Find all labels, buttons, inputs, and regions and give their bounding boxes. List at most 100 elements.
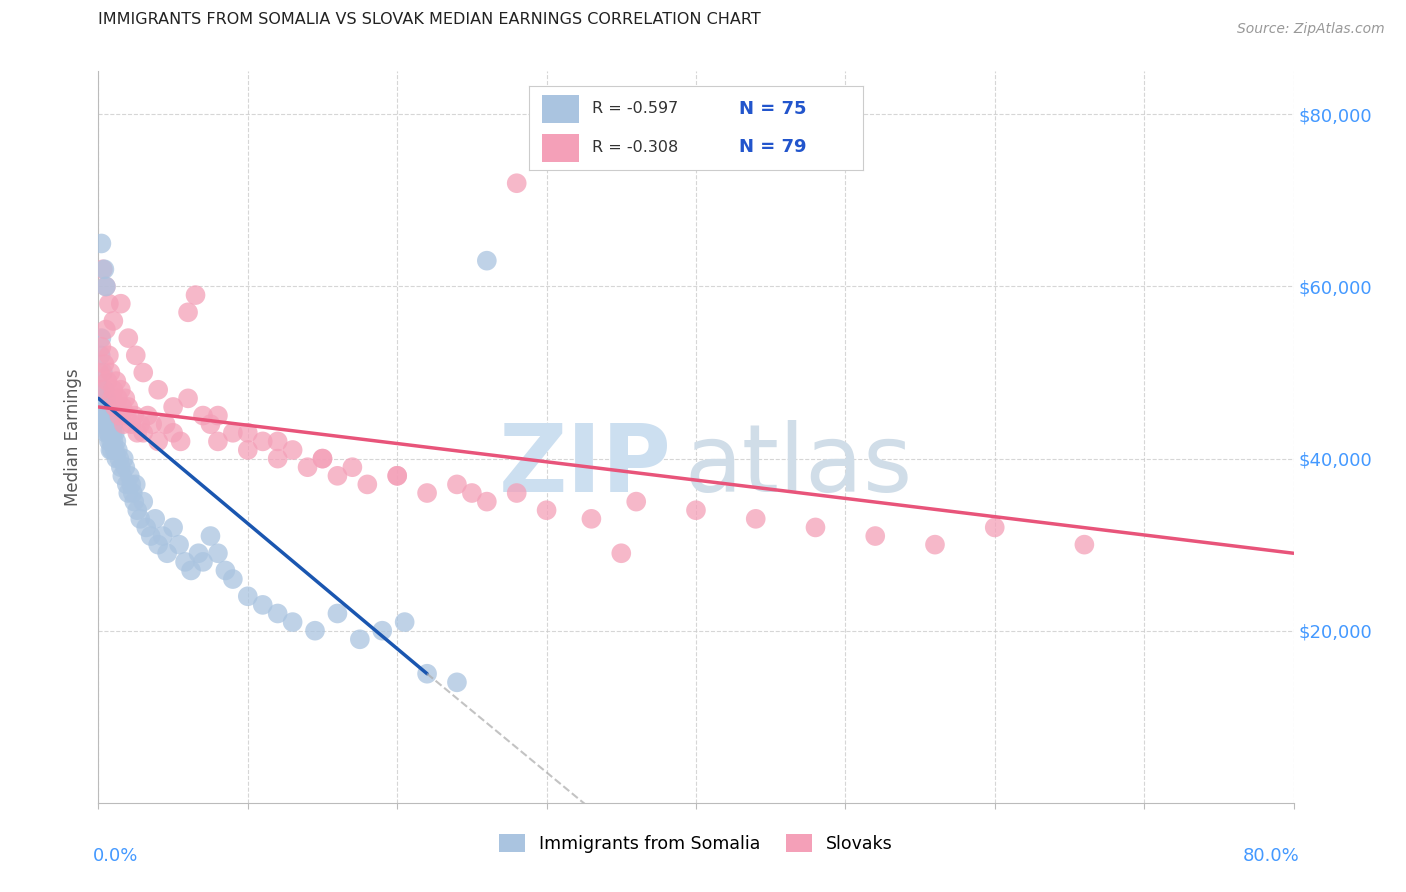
Point: [475, 253, 498, 268]
Point: [191, 409, 214, 423]
Point: [446, 675, 468, 690]
Point: [112, 451, 135, 466]
Point: [610, 546, 633, 560]
Point: [96, 417, 118, 432]
Point: [111, 400, 134, 414]
Point: [326, 607, 349, 621]
Point: [132, 425, 155, 440]
Point: [110, 296, 132, 310]
Point: [236, 589, 259, 603]
Point: [101, 442, 124, 457]
Point: [342, 460, 364, 475]
Point: [326, 468, 349, 483]
Point: [111, 468, 134, 483]
Point: [506, 486, 529, 500]
Point: [252, 598, 274, 612]
Text: 80.0%: 80.0%: [1243, 847, 1299, 864]
Point: [104, 425, 127, 440]
Point: [865, 529, 887, 543]
Text: Source: ZipAtlas.com: Source: ZipAtlas.com: [1237, 22, 1385, 37]
Point: [120, 477, 142, 491]
Point: [506, 176, 529, 190]
Point: [91, 366, 114, 380]
Point: [267, 451, 290, 466]
Point: [267, 434, 290, 449]
Point: [114, 460, 136, 475]
Point: [117, 400, 139, 414]
Point: [187, 546, 209, 560]
Point: [148, 383, 170, 397]
Point: [129, 512, 152, 526]
Point: [207, 434, 229, 449]
Point: [98, 366, 122, 380]
Point: [311, 451, 333, 466]
Point: [89, 400, 111, 414]
Point: [90, 331, 112, 345]
Point: [200, 417, 222, 432]
Point: [124, 409, 146, 423]
Point: [461, 486, 484, 500]
Point: [91, 383, 114, 397]
Point: [136, 409, 159, 423]
Point: [127, 503, 149, 517]
Point: [125, 348, 148, 362]
Point: [236, 442, 259, 457]
Point: [984, 520, 1007, 534]
Point: [222, 425, 245, 440]
Point: [252, 434, 274, 449]
Point: [105, 451, 128, 466]
Point: [120, 417, 142, 432]
Point: [104, 400, 127, 414]
Point: [200, 529, 222, 543]
Point: [162, 400, 184, 414]
Point: [101, 425, 124, 440]
Point: [180, 564, 202, 578]
Point: [96, 400, 118, 414]
Point: [141, 417, 163, 432]
Point: [214, 564, 236, 578]
Point: [581, 512, 603, 526]
Point: [90, 340, 112, 354]
Point: [114, 392, 136, 406]
Point: [626, 494, 648, 508]
Point: [103, 383, 125, 397]
Point: [267, 607, 290, 621]
Point: [97, 417, 120, 432]
Point: [152, 529, 174, 543]
Point: [148, 434, 170, 449]
Point: [177, 305, 200, 319]
Point: [110, 460, 132, 475]
Legend: Immigrants from Somalia, Slovaks: Immigrants from Somalia, Slovaks: [492, 827, 900, 860]
Point: [311, 451, 333, 466]
Point: [804, 520, 827, 534]
Point: [162, 520, 184, 534]
Point: [416, 486, 439, 500]
Point: [93, 262, 115, 277]
Point: [169, 434, 191, 449]
Point: [129, 417, 152, 432]
Point: [148, 538, 170, 552]
Point: [304, 624, 326, 638]
Point: [103, 314, 125, 328]
Point: [103, 434, 125, 449]
Point: [135, 520, 157, 534]
Point: [107, 442, 129, 457]
Point: [94, 322, 117, 336]
Point: [94, 392, 117, 406]
Point: [132, 494, 155, 508]
Point: [1073, 538, 1095, 552]
Point: [108, 451, 131, 466]
Point: [156, 546, 179, 560]
Point: [207, 546, 229, 560]
Point: [281, 442, 304, 457]
Point: [103, 417, 125, 432]
Point: [97, 425, 120, 440]
Point: [115, 477, 138, 491]
Point: [121, 486, 143, 500]
Point: [105, 434, 128, 449]
Point: [167, 538, 190, 552]
Point: [177, 392, 200, 406]
Point: [94, 425, 117, 440]
Point: [924, 538, 946, 552]
Text: IMMIGRANTS FROM SOMALIA VS SLOVAK MEDIAN EARNINGS CORRELATION CHART: IMMIGRANTS FROM SOMALIA VS SLOVAK MEDIAN…: [98, 12, 761, 28]
